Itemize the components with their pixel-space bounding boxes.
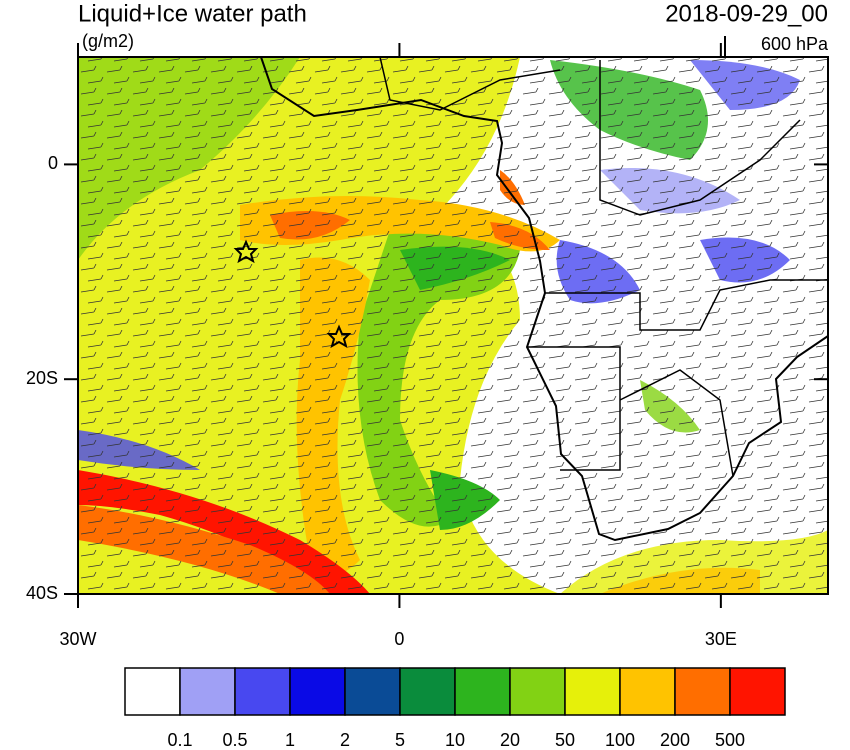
title: Liquid+Ice water path (78, 0, 307, 27)
colorbar-box (344, 667, 401, 716)
colorbar-box (729, 667, 786, 716)
colorbar-box (124, 667, 181, 716)
colorbar-box (289, 667, 346, 716)
lat-label: 40S (26, 583, 58, 603)
colorbar-label: 500 (715, 730, 745, 750)
lat-label: 0 (48, 153, 58, 173)
lat-label: 20S (26, 368, 58, 388)
lon-label: 0 (394, 629, 404, 649)
colorbar-box (399, 667, 456, 716)
colorbar-label: 200 (660, 730, 690, 750)
colorbar-box (234, 667, 291, 716)
colorbar-box (674, 667, 731, 716)
colorbar-label: 2 (340, 730, 350, 750)
colorbar-label: 0.1 (167, 730, 192, 750)
colorbar-box (179, 667, 236, 716)
colorbar-box (619, 667, 676, 716)
colorbar-box (564, 667, 621, 716)
map-frame (77, 56, 829, 595)
colorbar-label: 10 (445, 730, 465, 750)
colorbar-label: 5 (395, 730, 405, 750)
lon-label: 30W (59, 629, 96, 649)
colorbar-box (454, 667, 511, 716)
map-field (78, 57, 828, 594)
colorbar-label: 50 (555, 730, 575, 750)
units: (g/m2) (82, 31, 134, 51)
level: 600 hPa (761, 34, 829, 54)
lon-label: 30E (705, 629, 737, 649)
colorbar-label: 1 (285, 730, 295, 750)
colorbar-box (509, 667, 566, 716)
colorbar-label: 0.5 (222, 730, 247, 750)
date: 2018-09-29_00 (665, 0, 828, 27)
colorbar-label: 100 (605, 730, 635, 750)
colorbar-label: 20 (500, 730, 520, 750)
